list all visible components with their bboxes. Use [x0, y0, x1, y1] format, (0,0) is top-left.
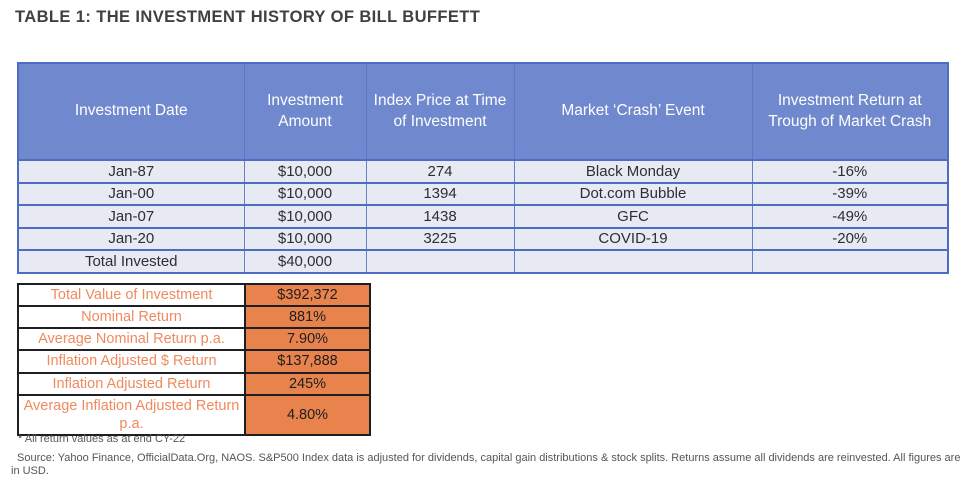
cell-return: -20%: [751, 226, 949, 251]
summary-value: 245%: [244, 371, 371, 396]
summary-value: $137,888: [244, 349, 371, 374]
summary-label: Inflation Adjusted Return: [17, 371, 246, 396]
cell-return: -16%: [751, 159, 949, 184]
total-row: Total Invested $40,000: [17, 249, 949, 274]
cell-event: Black Monday: [513, 159, 753, 184]
header-cell-investment-amount: Investment Amount: [243, 62, 367, 161]
cell-date: Jan-87: [17, 159, 245, 184]
header-cell-crash-event: Market ‘Crash’ Event: [513, 62, 753, 161]
cell-empty: [751, 249, 949, 274]
cell-amount: $10,000: [243, 159, 367, 184]
cell-event: COVID-19: [513, 226, 753, 251]
cell-date: Jan-20: [17, 226, 245, 251]
source-note: Source: Yahoo Finance, OfficialData.Org,…: [11, 452, 961, 477]
table-row: Jan-00 $10,000 1394 Dot.com Bubble -39%: [17, 181, 949, 206]
cell-event: GFC: [513, 204, 753, 229]
table-row: Jan-20 $10,000 3225 COVID-19 -20%: [17, 226, 949, 251]
cell-return: -39%: [751, 181, 949, 206]
cell-amount: $10,000: [243, 204, 367, 229]
header-cell-index-price: Index Price at Time of Investment: [365, 62, 515, 161]
header-cell-investment-date: Investment Date: [17, 62, 245, 161]
cell-index-price: 1438: [365, 204, 515, 229]
table-row: Jan-87 $10,000 274 Black Monday -16%: [17, 159, 949, 184]
summary-label: Average Nominal Return p.a.: [17, 327, 246, 352]
cell-date: Jan-07: [17, 204, 245, 229]
page-title: TABLE 1: THE INVESTMENT HISTORY OF BILL …: [15, 8, 481, 26]
cell-return: -49%: [751, 204, 949, 229]
cell-date: Jan-00: [17, 181, 245, 206]
cell-amount: $10,000: [243, 226, 367, 251]
cell-total-amount: $40,000: [243, 249, 367, 274]
summary-row: Total Value of Investment $392,372: [17, 282, 371, 308]
summary-label: Total Value of Investment: [17, 282, 246, 308]
return-summary-table: Total Value of Investment $392,372 Nomin…: [17, 282, 371, 436]
summary-value: 4.80%: [244, 393, 371, 436]
header-cell-return-at-trough: Investment Return at Trough of Market Cr…: [751, 62, 949, 161]
summary-value: 7.90%: [244, 327, 371, 352]
summary-label: Inflation Adjusted $ Return: [17, 349, 246, 374]
summary-label: Average Inflation Adjusted Return p.a.: [17, 393, 246, 436]
cell-index-price: 3225: [365, 226, 515, 251]
summary-row: Nominal Return 881%: [17, 305, 371, 330]
summary-row: Average Nominal Return p.a. 7.90%: [17, 327, 371, 352]
cell-empty: [513, 249, 753, 274]
summary-value: 881%: [244, 305, 371, 330]
investment-history-table: Investment Date Investment Amount Index …: [17, 62, 949, 274]
summary-value: $392,372: [244, 282, 371, 308]
cell-empty: [365, 249, 515, 274]
summary-row: Inflation Adjusted $ Return $137,888: [17, 349, 371, 374]
cell-amount: $10,000: [243, 181, 367, 206]
cell-index-price: 1394: [365, 181, 515, 206]
summary-label: Nominal Return: [17, 305, 246, 330]
cell-event: Dot.com Bubble: [513, 181, 753, 206]
summary-row: Average Inflation Adjusted Return p.a. 4…: [17, 393, 371, 436]
cell-index-price: 274: [365, 159, 515, 184]
header-row: Investment Date Investment Amount Index …: [17, 62, 949, 161]
footnote: * All return values as at end CY-22: [18, 433, 186, 445]
table-row: Jan-07 $10,000 1438 GFC -49%: [17, 204, 949, 229]
summary-row: Inflation Adjusted Return 245%: [17, 371, 371, 396]
cell-total-label: Total Invested: [17, 249, 245, 274]
